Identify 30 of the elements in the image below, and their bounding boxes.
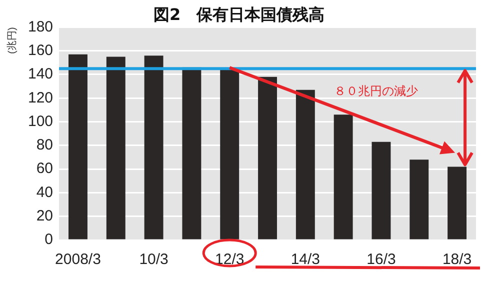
x-tick-label: 16/3 <box>366 251 396 268</box>
y-tick-label: 60 <box>36 160 54 178</box>
bar <box>106 56 126 240</box>
y-tick-label: 80 <box>36 136 54 154</box>
y-tick-label: 120 <box>28 89 54 106</box>
bar <box>296 90 315 240</box>
y-axis-title: (兆円) <box>6 27 18 54</box>
bar <box>410 160 429 240</box>
chart-title: 図2 保有日本国債残高 <box>153 4 325 24</box>
y-tick-label: 40 <box>36 184 54 201</box>
x-tick-label: 2008/3 <box>55 251 101 268</box>
bar <box>258 76 277 240</box>
x-tick-label: 14/3 <box>290 251 320 268</box>
annotation: ８０兆円の減少 <box>334 84 418 98</box>
bar <box>144 56 164 240</box>
bar <box>220 68 240 240</box>
x-tick-label: 18/3 <box>442 251 472 268</box>
y-tick-label: 0 <box>44 231 54 248</box>
bar <box>372 142 391 240</box>
x-tick-label: 12/3 <box>215 251 244 268</box>
bar <box>448 166 467 240</box>
y-tick-label: 20 <box>36 207 54 224</box>
bar <box>334 114 353 240</box>
bar <box>68 54 88 240</box>
y-tick-label: 160 <box>28 42 54 59</box>
y-tick-label: 100 <box>28 112 54 130</box>
x-tick-label: 10/3 <box>139 251 168 268</box>
y-tick-label: 140 <box>28 66 54 83</box>
bar <box>182 67 202 240</box>
y-tick-label: 180 <box>28 18 54 36</box>
